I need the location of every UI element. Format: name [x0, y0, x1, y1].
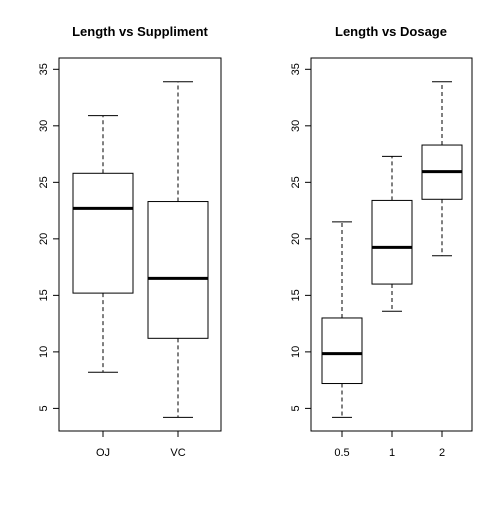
box-1 — [371, 155, 413, 312]
y-tick-label: 5 — [38, 405, 50, 411]
y-tick-label: 25 — [38, 176, 50, 188]
chart-title: Length vs Dosage — [335, 24, 447, 39]
y-tick-label: 15 — [38, 289, 50, 301]
panel-length-vs-dosage: Length vs Dosage 5 10 15 20 25 30 35 0.5 1 2 — [290, 24, 473, 459]
panel-length-vs-supplement: Length vs Suppliment 5 10 15 20 25 30 35 OJ VC — [38, 24, 222, 459]
x-tick-label: 2 — [439, 447, 445, 459]
y-tick-label: 30 — [290, 120, 302, 132]
x-tick-label: 1 — [389, 447, 395, 459]
y-tick-label: 20 — [38, 233, 50, 245]
y-tick-label: 30 — [38, 120, 50, 132]
x-tick-label: 0.5 — [334, 447, 349, 459]
iqr-box — [371, 199, 413, 285]
y-tick-label: 20 — [290, 233, 302, 245]
iqr-box — [147, 201, 209, 339]
box-VC — [147, 81, 209, 418]
y-tick-label: 10 — [290, 346, 302, 358]
y-tick-label: 35 — [290, 63, 302, 75]
x-tick-label: VC — [170, 447, 185, 459]
y-tick-label: 25 — [290, 176, 302, 188]
chart-title: Length vs Suppliment — [72, 24, 208, 39]
box-OJ — [72, 115, 134, 373]
plot-frame — [58, 57, 222, 432]
y-tick-label: 35 — [38, 63, 50, 75]
box-2 — [421, 81, 463, 257]
y-tick-label: 10 — [38, 346, 50, 358]
box-0.5 — [321, 221, 363, 418]
iqr-box — [72, 172, 134, 294]
x-tick-label: OJ — [96, 447, 110, 459]
iqr-box — [321, 317, 363, 385]
y-tick-label: 5 — [290, 405, 302, 411]
y-tick-label: 15 — [290, 289, 302, 301]
